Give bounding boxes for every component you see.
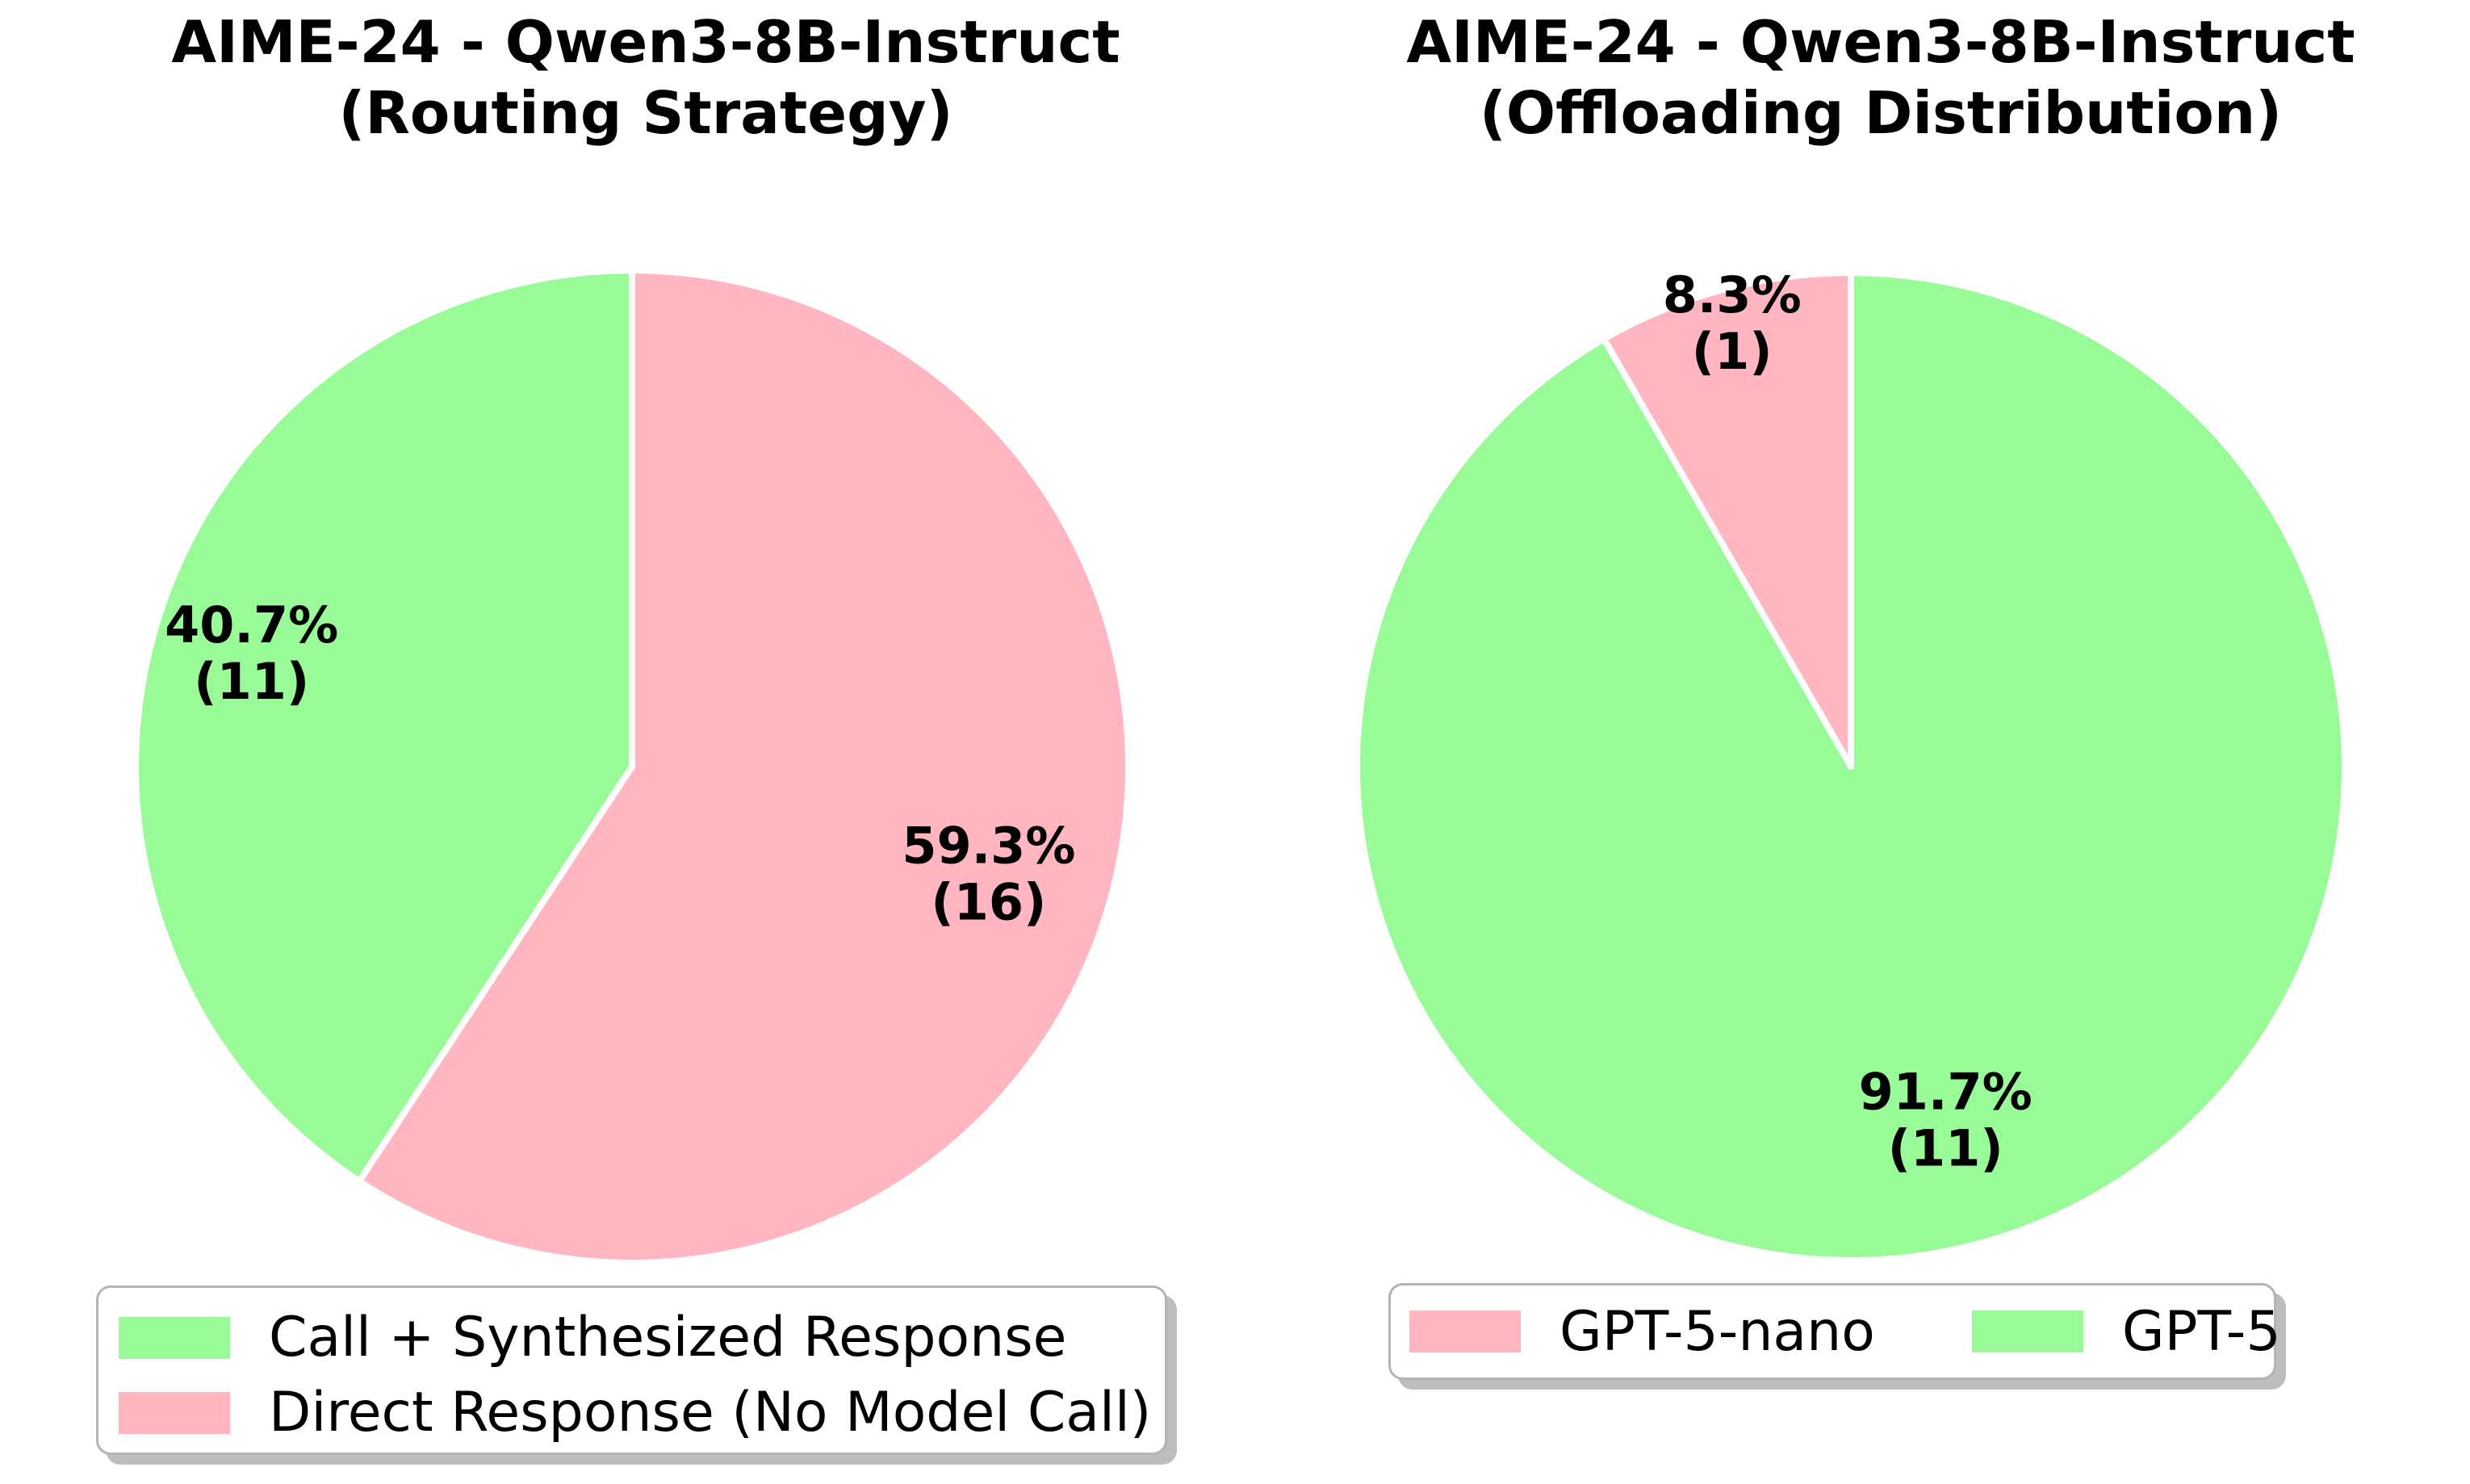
slice-percent-label: 91.7% (11)	[1859, 1062, 2033, 1177]
pink-legend-swatch	[1409, 1311, 1521, 1352]
legend-label: Call + Synthesized Response	[269, 1306, 1067, 1369]
slice-count-value: (11)	[1888, 1118, 2003, 1177]
slice-percent-label: 8.3% (1)	[1663, 265, 1802, 381]
right-chart-title-line1: AIME-24 - Qwen3-8B-Instruct	[1406, 8, 2355, 76]
routing-strategy-legend: Call + Synthesized Response Direct Respo…	[96, 1285, 1167, 1455]
legend-label: GPT-5	[2121, 1299, 2281, 1364]
slice-percent-label: 59.3% (16)	[902, 816, 1075, 931]
slice-count-value: (16)	[931, 872, 1046, 931]
left-chart-title-line2: (Routing Strategy)	[338, 79, 953, 147]
pie-slice	[1601, 270, 1854, 770]
slice-percent-value: 40.7%	[165, 596, 338, 654]
legend-row: Call + Synthesized Response	[119, 1306, 1165, 1369]
slice-percent-value: 91.7%	[1859, 1062, 2033, 1121]
slice-count-value: (1)	[1692, 322, 1773, 381]
pie-slice	[356, 267, 1132, 1266]
slice-percent-value: 59.3%	[902, 816, 1075, 875]
legend-label: Direct Response (No Model Call)	[269, 1381, 1152, 1444]
slice-percent-label: 40.7% (11)	[165, 596, 338, 711]
legend-label: GPT-5-nano	[1559, 1299, 1875, 1364]
slice-count-value: (11)	[194, 652, 309, 711]
pink-legend-swatch	[119, 1391, 230, 1434]
routing-strategy-pie: 40.7% (11) 59.3% (16)	[132, 267, 1132, 1266]
green-legend-swatch	[1971, 1311, 2083, 1352]
left-chart-title: AIME-24 - Qwen3-8B-Instruct (Routing Str…	[121, 6, 1170, 148]
legend-row: Direct Response (No Model Call)	[119, 1381, 1165, 1444]
right-chart-title: AIME-24 - Qwen3-8B-Instruct (Offloading …	[1356, 6, 2405, 148]
offloading-distribution-legend: GPT-5-nano GPT-5	[1388, 1283, 2281, 1380]
pie-slice	[1354, 270, 2348, 1264]
left-chart-title-line1: AIME-24 - Qwen3-8B-Instruct	[171, 8, 1120, 76]
green-legend-swatch	[119, 1316, 230, 1359]
right-chart-title-line2: (Offloading Distribution)	[1479, 79, 2283, 147]
offloading-distribution-pie: 8.3% (1) 91.7% (11)	[1354, 265, 2348, 1264]
slice-percent-value: 8.3%	[1663, 265, 1802, 324]
